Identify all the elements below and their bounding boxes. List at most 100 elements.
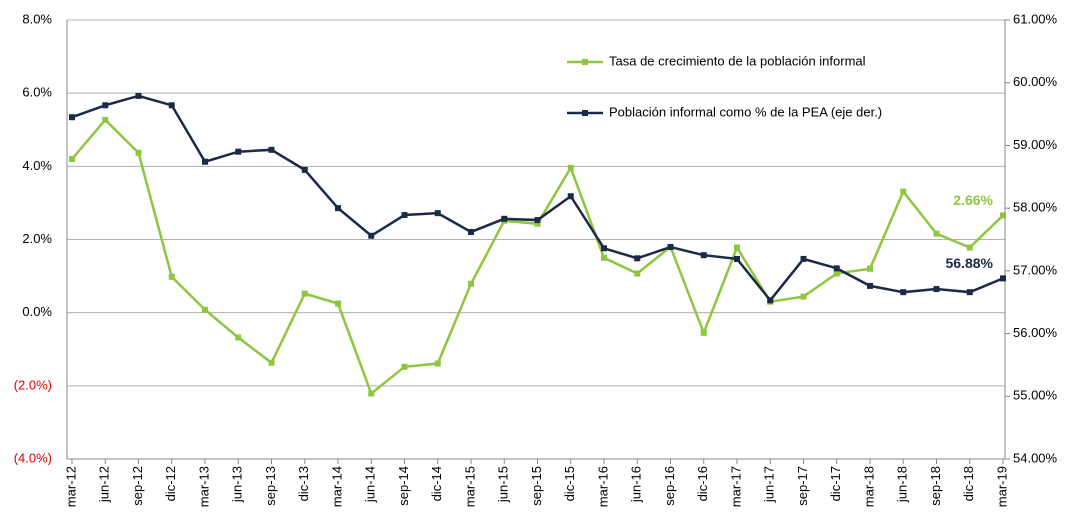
x-tick-label: mar-14 [329,466,344,507]
point-marker [1000,212,1006,219]
x-tick-label: jun-14 [363,466,378,503]
point-marker [368,232,375,239]
point-marker [833,270,840,277]
point-marker [867,265,873,272]
y-tick-label: (4.0%) [14,450,52,465]
legend-label: Población informal como % de la PEA (eje… [609,104,882,119]
point-marker [335,205,341,212]
x-tick-label: dic-13 [296,466,311,501]
point-marker [767,297,774,304]
point-marker [501,215,508,222]
point-marker [268,146,275,153]
point-marker [468,280,474,287]
x-tick-label: dic-14 [429,466,444,501]
point-marker [567,193,574,200]
point-marker [867,282,873,289]
x-tick-label: jun-16 [629,466,644,503]
y2-tick-label: 57.00% [1013,262,1058,277]
point-marker [401,363,408,370]
value-label: 2.66% [953,192,993,208]
point-marker [933,230,940,237]
point-marker [468,228,474,235]
point-marker [135,149,142,156]
y-tick-label: 6.0% [22,85,52,100]
point-marker [168,102,175,109]
point-marker [700,329,707,336]
point-marker [335,300,341,307]
point-marker [966,244,973,251]
point-marker [168,273,175,280]
point-marker [1000,275,1006,282]
point-marker [202,158,208,165]
point-marker [434,360,441,367]
x-tick-label: mar-18 [861,466,876,507]
point-marker [634,255,641,262]
point-marker [900,289,907,296]
point-marker [800,255,807,262]
point-marker [734,255,740,262]
x-tick-label: jun-17 [762,466,777,503]
y-tick-label: 0.0% [22,304,52,319]
point-marker [800,293,807,300]
y-tick-label: 4.0% [22,158,52,173]
point-marker [69,114,75,121]
x-tick-label: sep-17 [795,466,810,506]
point-marker [301,290,308,297]
point-marker [601,245,607,252]
x-tick-label: dic-16 [695,466,710,501]
point-marker [235,148,242,155]
x-tick-label: mar-15 [462,466,477,507]
value-label: 56.88% [946,255,994,271]
y2-tick-label: 55.00% [1013,388,1058,403]
y-tick-label: 2.0% [22,231,52,246]
x-tick-label: mar-17 [728,466,743,507]
point-marker [301,166,308,173]
x-tick-label: dic-17 [828,466,843,501]
point-marker [667,244,674,251]
x-tick-label: sep-18 [928,466,943,506]
point-marker [202,306,208,313]
x-tick-label: jun-12 [97,466,112,503]
x-tick-label: sep-14 [396,466,411,506]
point-marker [434,210,441,217]
y2-tick-label: 61.00% [1013,11,1058,26]
point-marker [601,254,607,261]
x-tick-label: mar-19 [994,466,1009,507]
point-marker [235,334,242,341]
y2-tick-label: 60.00% [1013,74,1058,89]
point-marker [268,359,275,366]
point-marker [534,220,541,227]
point-marker [634,270,641,277]
point-marker [900,188,907,195]
x-tick-label: mar-12 [63,466,78,507]
y-tick-label: (2.0%) [14,377,52,392]
point-marker [700,252,707,259]
x-tick-label: mar-13 [196,466,211,507]
x-tick-label: dic-12 [163,466,178,501]
legend-marker [582,110,588,116]
point-marker [734,244,740,251]
x-tick-label: dic-18 [961,466,976,501]
point-marker [135,92,142,99]
x-tick-label: jun-13 [230,466,245,503]
point-marker [567,164,574,171]
x-tick-label: mar-16 [595,466,610,507]
x-tick-label: dic-15 [562,466,577,501]
y2-tick-label: 59.00% [1013,137,1058,152]
point-marker [401,212,408,219]
point-marker [966,289,973,296]
y2-tick-label: 56.00% [1013,325,1058,340]
legend-marker [582,59,588,65]
x-tick-label: sep-12 [130,466,145,506]
point-marker [833,265,840,272]
x-tick-label: sep-15 [529,466,544,506]
legend-label: Tasa de crecimiento de la población info… [609,53,866,68]
point-marker [933,286,940,293]
y-tick-label: 8.0% [22,11,52,26]
point-marker [534,217,541,224]
x-tick-label: jun-18 [895,466,910,503]
x-tick-label: sep-16 [662,466,677,506]
y2-tick-label: 58.00% [1013,200,1058,215]
point-marker [102,116,109,123]
